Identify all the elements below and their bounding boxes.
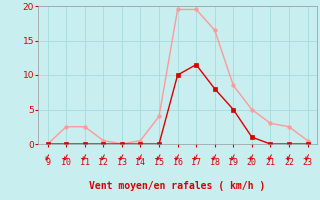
X-axis label: Vent moyen/en rafales ( km/h ): Vent moyen/en rafales ( km/h )	[90, 181, 266, 191]
